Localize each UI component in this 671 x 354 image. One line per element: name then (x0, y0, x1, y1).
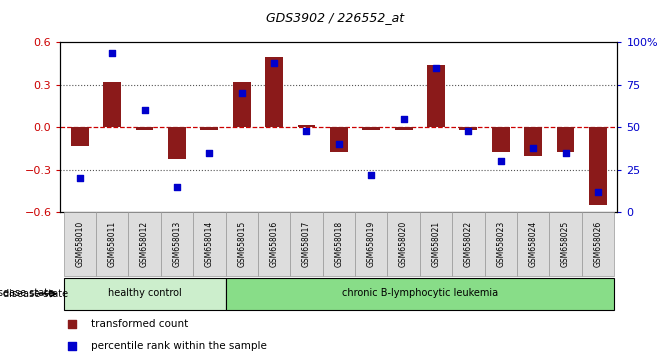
Point (268, 60, 279, 66)
Bar (557, 127, 574, 152)
Bar (517, 212, 550, 276)
Bar (355, 212, 387, 276)
Point (431, 65, 442, 71)
Bar (395, 127, 413, 130)
Bar (492, 127, 510, 152)
Text: GSM658013: GSM658013 (172, 221, 181, 267)
Point (592, 189, 603, 195)
Bar (362, 127, 380, 130)
Point (74, 176, 85, 181)
Point (560, 150, 571, 156)
Bar (524, 127, 542, 156)
Point (495, 159, 506, 164)
Bar (258, 212, 291, 276)
Point (366, 172, 376, 178)
Text: GSM658022: GSM658022 (464, 221, 473, 267)
Bar (452, 212, 484, 276)
Point (399, 116, 409, 122)
Bar (201, 127, 218, 130)
Bar (161, 212, 193, 276)
Bar (103, 82, 121, 127)
Text: GSM658016: GSM658016 (270, 221, 278, 267)
Text: disease state: disease state (0, 288, 57, 298)
Bar (323, 212, 355, 276)
Point (301, 128, 312, 134)
Bar (550, 212, 582, 276)
Text: GSM658019: GSM658019 (367, 221, 376, 267)
Point (463, 128, 474, 134)
Text: GSM658017: GSM658017 (302, 221, 311, 267)
Point (204, 150, 215, 156)
Text: percentile rank within the sample: percentile rank within the sample (91, 341, 267, 350)
Text: GSM658018: GSM658018 (334, 221, 344, 267)
Bar (265, 57, 283, 127)
Point (435, 59, 446, 65)
Text: GSM658021: GSM658021 (431, 221, 440, 267)
Text: GSM658025: GSM658025 (561, 221, 570, 267)
Point (139, 108, 150, 113)
Point (435, 253, 446, 258)
Bar (233, 82, 251, 127)
Bar (460, 127, 477, 130)
Text: GSM658026: GSM658026 (593, 221, 603, 267)
Text: GSM658024: GSM658024 (529, 221, 537, 267)
Bar (71, 127, 89, 146)
Bar (427, 65, 445, 127)
Text: healthy control: healthy control (108, 288, 181, 298)
Bar (330, 127, 348, 152)
Bar (225, 212, 258, 276)
Bar (484, 212, 517, 276)
Text: GSM658012: GSM658012 (140, 221, 149, 267)
Point (172, 184, 183, 190)
Bar (589, 127, 607, 205)
Text: GSM658014: GSM658014 (205, 221, 214, 267)
Point (107, 50, 117, 56)
Bar (193, 212, 225, 276)
Point (333, 142, 344, 147)
Text: chronic B-lymphocytic leukemia: chronic B-lymphocytic leukemia (342, 288, 498, 298)
Bar (420, 212, 452, 276)
Text: GSM658020: GSM658020 (399, 221, 408, 267)
Bar (225, 278, 614, 310)
Text: GSM658010: GSM658010 (75, 221, 85, 267)
Bar (64, 212, 96, 276)
Text: GSM658015: GSM658015 (238, 221, 246, 267)
Text: GDS3902 / 226552_at: GDS3902 / 226552_at (266, 11, 405, 24)
Bar (387, 212, 420, 276)
Point (528, 145, 539, 151)
Bar (136, 127, 154, 130)
Bar (297, 125, 315, 127)
Text: GSM658023: GSM658023 (497, 221, 505, 267)
Bar (291, 212, 323, 276)
Bar (96, 212, 128, 276)
Text: GSM658011: GSM658011 (108, 221, 117, 267)
Bar (128, 212, 161, 276)
Bar (168, 127, 186, 159)
Bar (64, 278, 225, 310)
Point (236, 91, 247, 96)
Text: transformed count: transformed count (91, 319, 189, 329)
Text: disease state: disease state (3, 289, 68, 299)
Bar (582, 212, 614, 276)
